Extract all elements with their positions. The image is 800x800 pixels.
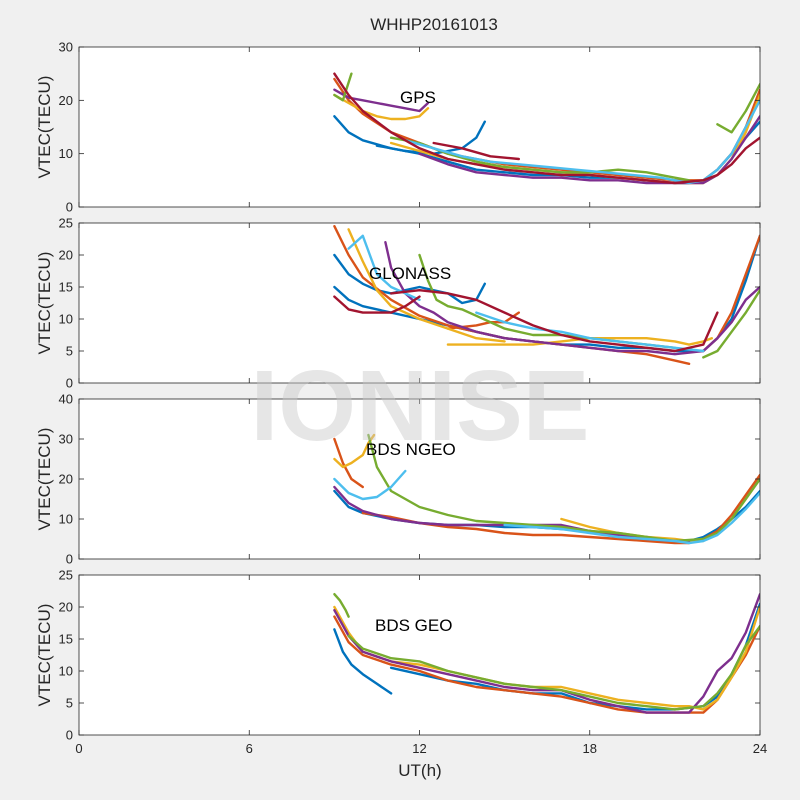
y-tick-label: 0 <box>66 376 73 391</box>
x-tick-label: 12 <box>412 741 426 756</box>
vtec-series-line <box>418 115 760 185</box>
vtec-series-line <box>404 99 760 185</box>
y-tick-label: 30 <box>59 432 73 447</box>
vtec-series-line <box>702 289 760 359</box>
vtec-series-line <box>333 628 393 695</box>
y-tick-label: 5 <box>66 344 73 359</box>
watermark-text: IONISE <box>251 350 590 462</box>
vtec-series-line <box>389 289 719 353</box>
y-tick-label: 20 <box>59 248 73 263</box>
y-tick-label: 0 <box>66 200 73 215</box>
y-tick-label: 10 <box>59 664 73 679</box>
y-tick-label: 0 <box>66 728 73 743</box>
y-tick-label: 25 <box>59 216 73 231</box>
panel-glonass: 0 5 10 15 20 25 VTEC(TECU) GLONASS <box>35 216 761 391</box>
series-group <box>333 433 760 545</box>
vtec-series-line <box>347 228 506 343</box>
panel-label: BDS GEO <box>375 616 452 635</box>
vtec-series-line <box>333 437 364 489</box>
x-axis-label: UT(h) <box>398 761 441 780</box>
y-axis-label: VTEC(TECU) <box>35 252 54 355</box>
figure-title: WHHP20161013 <box>370 15 498 34</box>
panel-bds-ngeo: 0 10 20 30 40 VTEC(TECU) BDS NGEO <box>35 392 761 567</box>
x-tick-label: 18 <box>583 741 597 756</box>
y-tick-label: 20 <box>59 93 73 108</box>
series-group <box>333 593 760 714</box>
y-tick-label: 40 <box>59 392 73 407</box>
panel-label: BDS NGEO <box>366 440 456 459</box>
vtec-series-line <box>475 311 705 353</box>
vtec-series-line <box>503 491 760 545</box>
vtec-series-line <box>333 469 407 501</box>
y-tick-label: 10 <box>59 512 73 527</box>
y-tick-label: 10 <box>59 312 73 327</box>
vtec-series-line <box>347 234 421 301</box>
series-group <box>333 72 760 185</box>
vtec-series-line <box>716 83 760 134</box>
y-tick-label: 0 <box>66 552 73 567</box>
plot-area <box>79 399 760 559</box>
vtec-series-line <box>333 295 421 314</box>
plot-area <box>79 575 760 735</box>
panels: 0 10 20 30 VTEC(TECU) GPS 0 5 10 15 20 25 VTEC(TECU)… <box>35 40 767 757</box>
y-tick-label: 20 <box>59 600 73 615</box>
panel-label: GPS <box>400 88 436 107</box>
y-tick-label: 10 <box>59 146 73 161</box>
y-tick-label: 5 <box>66 696 73 711</box>
vtec-series-line <box>347 625 760 711</box>
panel-bds-geo: 0 5 10 15 20 25 VTEC(TECU) BDS GEO 0 6 12 18 24 <box>35 568 767 757</box>
vtec-series-line <box>333 593 760 714</box>
panel-label: GLONASS <box>369 264 451 283</box>
y-tick-label: 15 <box>59 280 73 295</box>
vtec-series-line <box>446 337 713 346</box>
vtec-series-line <box>384 240 760 356</box>
vtec-series-line <box>375 120 486 155</box>
y-tick-label: 15 <box>59 632 73 647</box>
vtec-series-line <box>333 72 353 102</box>
vtec-series-line <box>333 72 760 185</box>
y-axis-label: VTEC(TECU) <box>35 604 54 707</box>
vtec-series-line <box>432 141 520 161</box>
x-tick-label: 6 <box>246 741 253 756</box>
y-tick-label: 20 <box>59 472 73 487</box>
y-axis-label: VTEC(TECU) <box>35 428 54 531</box>
plot-area <box>79 223 760 383</box>
panel-gps: 0 10 20 30 VTEC(TECU) GPS <box>35 40 761 215</box>
series-group <box>333 224 760 365</box>
x-tick-label: 24 <box>753 741 767 756</box>
vtec-series-line <box>333 93 430 121</box>
x-tick-label: 0 <box>75 741 82 756</box>
y-tick-label: 25 <box>59 568 73 583</box>
vtec-series-line <box>361 473 760 545</box>
y-tick-label: 30 <box>59 40 73 55</box>
y-axis-label: VTEC(TECU) <box>35 76 54 179</box>
vtec-series-line <box>333 593 350 618</box>
vtec-series-line <box>367 433 760 543</box>
vtec-series-line <box>333 253 486 305</box>
